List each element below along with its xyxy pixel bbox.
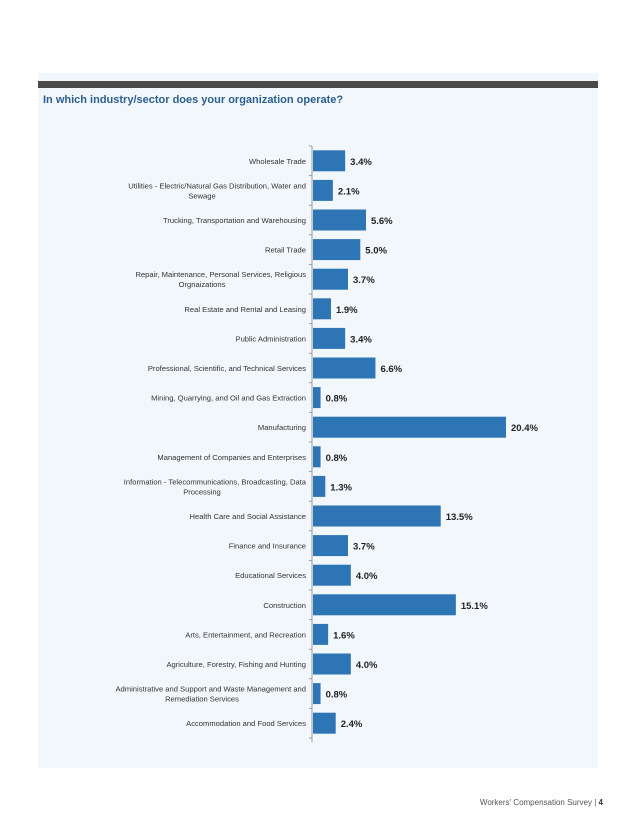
bar [313, 327, 346, 349]
bar [313, 357, 376, 379]
data-label: 15.1% [461, 601, 488, 612]
data-label: 2.1% [338, 186, 360, 197]
bar [313, 623, 329, 645]
category-label: Construction [263, 601, 306, 610]
data-label: 5.6% [371, 216, 393, 227]
category-label: Orgnaizations [179, 280, 226, 289]
bar [313, 298, 331, 320]
category-label: Professional, Scientific, and Technical … [148, 364, 306, 373]
category-label: Manufacturing [258, 423, 306, 432]
category-label: Repair, Maintenance, Personal Services, … [135, 270, 306, 279]
category-label: Trucking, Transportation and Warehousing [163, 216, 306, 225]
data-label: 3.4% [350, 157, 372, 168]
category-label: Management of Companies and Enterprises [157, 453, 306, 462]
data-label: 3.7% [353, 542, 375, 553]
bar [313, 535, 349, 557]
data-label: 13.5% [446, 512, 473, 523]
bar [313, 564, 351, 586]
bar [313, 416, 506, 438]
data-label: 6.6% [380, 364, 402, 375]
data-label: 4.0% [356, 660, 378, 671]
data-label: 0.8% [326, 690, 348, 701]
bar [313, 239, 361, 261]
category-label: Real Estate and Rental and Leasing [184, 305, 306, 314]
data-label: 1.9% [336, 305, 358, 316]
bar [313, 594, 456, 616]
category-label: Finance and Insurance [229, 542, 306, 551]
bar [313, 387, 321, 409]
bar [313, 150, 346, 172]
page-number: 4 [598, 798, 603, 807]
bar [313, 475, 326, 497]
data-label: 0.8% [326, 453, 348, 464]
bar [313, 179, 333, 201]
category-label: Arts, Entertainment, and Recreation [185, 630, 306, 639]
data-label: 1.3% [330, 482, 352, 493]
category-label: Retail Trade [265, 246, 306, 255]
data-label: 2.4% [341, 719, 363, 730]
category-label: Wholesale Trade [249, 157, 306, 166]
category-label: Remediation Services [165, 695, 239, 704]
header-rule [38, 81, 598, 88]
bar [313, 268, 349, 290]
question-title: In which industry/sector does your organ… [43, 94, 344, 106]
category-label: Health Care and Social Assistance [189, 512, 306, 521]
category-label: Mining, Quarrying, and Oil and Gas Extra… [151, 394, 306, 403]
data-label: 3.7% [353, 275, 375, 286]
bar [313, 505, 441, 527]
footer-title: Workers' Compensation Survey [479, 798, 592, 807]
bar [313, 683, 321, 705]
data-label: 3.4% [350, 334, 372, 345]
data-label: 5.0% [365, 246, 387, 257]
category-label: Sewage [188, 191, 215, 200]
data-label: 0.8% [326, 394, 348, 405]
footer-separator: | [594, 798, 599, 807]
bar [313, 712, 336, 734]
page-footer: Workers' Compensation Survey | 4 [480, 798, 603, 807]
data-label: 1.6% [333, 630, 355, 641]
category-label: Administrative and Support and Waste Man… [115, 685, 306, 694]
category-label: Educational Services [235, 571, 306, 580]
bar [313, 209, 366, 231]
category-label: Processing [183, 487, 221, 496]
data-label: 20.4% [511, 423, 538, 434]
category-label: Information - Telecommunications, Broadc… [124, 477, 307, 486]
data-label: 4.0% [356, 571, 378, 582]
bar [313, 446, 321, 468]
category-label: Accommodation and Food Services [186, 719, 306, 728]
category-label: Public Administration [236, 334, 307, 343]
category-label: Agriculture, Forestry, Fishing and Hunti… [166, 660, 306, 669]
bar [313, 653, 351, 675]
category-label: Utilities - Electric/Natural Gas Distrib… [128, 181, 306, 190]
